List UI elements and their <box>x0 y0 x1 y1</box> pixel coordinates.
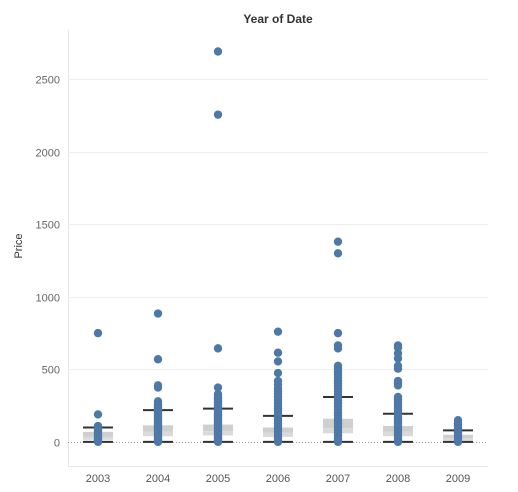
data-point-2008 <box>393 437 403 447</box>
data-point-2005 <box>213 437 223 447</box>
data-point-2006 <box>273 357 283 366</box>
data-point-2006 <box>273 327 283 336</box>
data-point-2008 <box>393 381 403 390</box>
x-tick-label: 2005 <box>206 473 230 485</box>
x-tick-label: 2008 <box>386 473 410 485</box>
data-point-2004 <box>153 383 163 392</box>
data-point-2004 <box>153 437 163 447</box>
data-point-2008 <box>393 354 403 363</box>
y-tick-label: 0 <box>54 438 60 450</box>
data-point-2005 <box>213 344 223 353</box>
x-tick-label: 2006 <box>266 473 290 485</box>
chart-title: Year of Date <box>243 12 313 26</box>
y-tick-label: 2500 <box>36 75 60 87</box>
y-tick-label: 1500 <box>36 220 60 232</box>
x-tick-label: 2007 <box>326 473 350 485</box>
data-point-2005 <box>213 47 223 56</box>
data-point-2007 <box>333 249 343 258</box>
data-point-2003 <box>93 437 103 447</box>
y-tick-label: 1000 <box>36 293 60 305</box>
y-tick-labels: 0 500 1000 1500 2000 2500 <box>36 75 60 450</box>
data-point-2006 <box>273 368 283 378</box>
data-point-2008 <box>393 343 403 352</box>
data-point-2006 <box>273 437 283 447</box>
data-point-2004 <box>153 309 163 318</box>
data-points <box>93 47 463 447</box>
data-point-2003 <box>93 328 103 338</box>
x-tick-labels: 2003 2004 2005 2006 2007 2008 2009 <box>86 473 470 485</box>
y-axis-label: Price <box>13 233 25 258</box>
x-tick-label: 2009 <box>446 473 470 485</box>
data-point-2005 <box>213 110 223 119</box>
data-point-2004 <box>153 355 163 364</box>
y-tick-label: 2000 <box>36 148 60 160</box>
data-point-2003 <box>93 410 103 419</box>
data-point-2008 <box>393 364 403 373</box>
y-tick-label: 500 <box>42 365 60 377</box>
data-point-2005 <box>213 383 223 392</box>
data-point-2007 <box>333 328 343 338</box>
data-point-2007 <box>333 437 343 447</box>
x-tick-label: 2004 <box>146 473 170 485</box>
data-point-2007 <box>333 237 343 246</box>
data-point-2007 <box>333 344 343 353</box>
x-tick-label: 2003 <box>86 473 110 485</box>
data-point-2006 <box>273 348 283 357</box>
data-point-2009 <box>453 437 463 447</box>
